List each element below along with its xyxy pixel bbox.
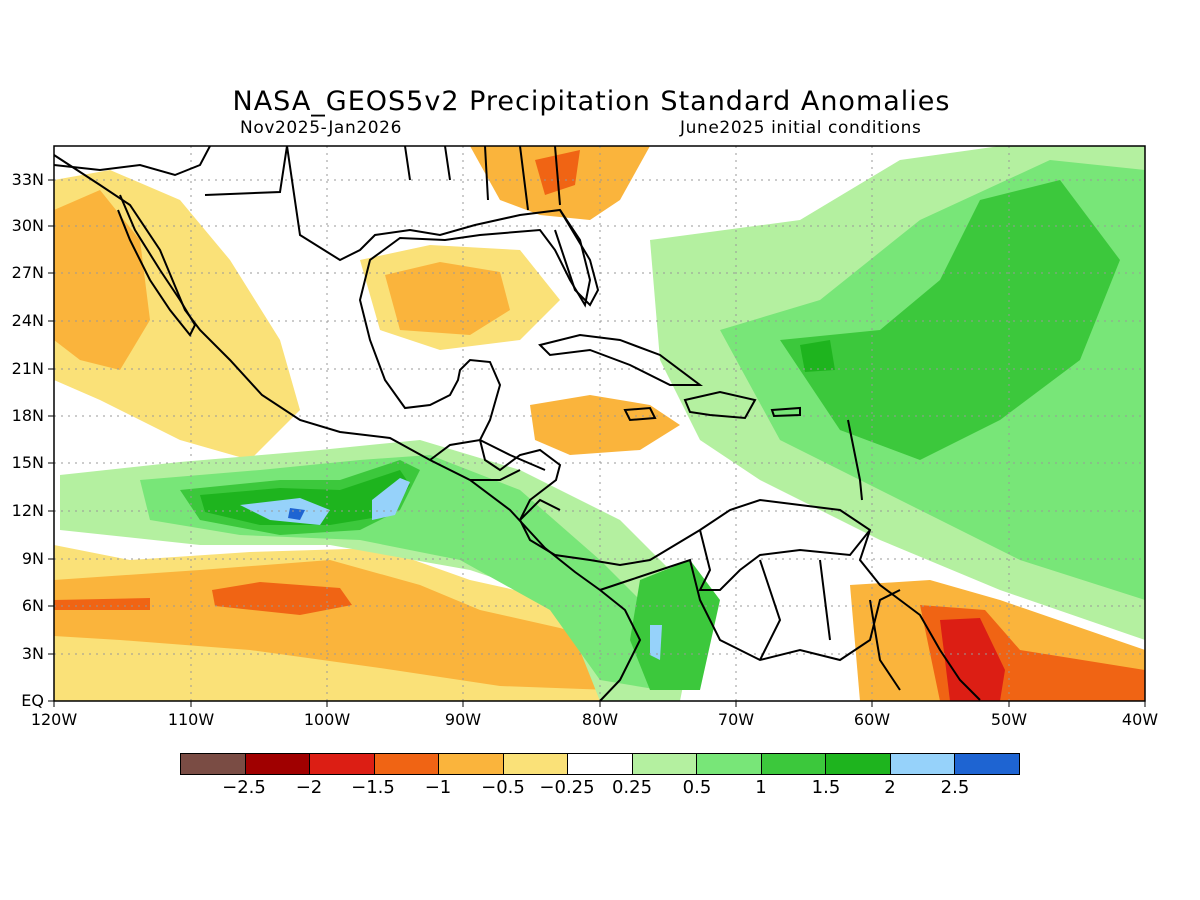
coastline-baja: [117, 194, 197, 337]
colorbar-label: 0.25: [611, 777, 653, 798]
initial-conditions: June2025 initial conditions: [680, 118, 922, 138]
colorbar-label: −0.25: [539, 777, 595, 798]
coastline-cuba: [538, 333, 703, 386]
lon-label: 80W: [581, 710, 619, 729]
coastline-florida: [554, 209, 600, 307]
colorbar-swatch: [181, 754, 246, 774]
coastline-mexico-pacific: [54, 154, 642, 701]
colorbar-swatch: [826, 754, 891, 774]
colorbar-label: −1.5: [351, 777, 395, 798]
dry-region-equatorial-pacific-strong: [54, 598, 150, 610]
colorbar-label: −2: [295, 777, 323, 798]
anomaly-field: [54, 146, 1145, 701]
colorbar-label: −1: [424, 777, 452, 798]
lat-label: 30N: [11, 216, 44, 235]
colorbar-swatch: [245, 754, 311, 774]
dry-region-caribbean: [530, 395, 680, 455]
border-us-mexico: [54, 146, 561, 211]
coastline-venezuela: [698, 529, 871, 591]
coastline-puerto-rico: [770, 406, 801, 418]
dry-region-baja-core: [54, 190, 150, 370]
colorbar-label: −0.5: [481, 777, 525, 798]
colorbar-label: 2.5: [940, 777, 970, 798]
lon-label: 110W: [167, 710, 215, 729]
colorbar-swatch: [761, 754, 827, 774]
lat-label: 21N: [11, 359, 44, 378]
dry-region-gulf-core: [385, 262, 510, 335]
coastline-hispaniola: [683, 390, 757, 420]
colorbar-swatch: [697, 754, 762, 774]
colorbar-swatch: [955, 754, 1019, 774]
lat-label: 6N: [21, 596, 44, 615]
colorbar-label: −2.5: [222, 777, 266, 798]
wet-region-colombia-extreme: [650, 625, 662, 660]
map-title: NASA_GEOS5v2 Precipitation Standard Anom…: [232, 86, 951, 117]
tick-marks: [48, 179, 1146, 707]
colorbar-swatch: [632, 754, 698, 774]
coastline-jamaica: [623, 406, 657, 422]
lat-label: 15N: [11, 453, 44, 472]
colorbar-label: 0.5: [682, 777, 712, 798]
colorbar-label: 1.5: [811, 777, 841, 798]
lon-label: 90W: [444, 710, 482, 729]
colorbar-swatch: [310, 754, 375, 774]
lon-label: 50W: [990, 710, 1028, 729]
wet-region-itcz-extreme-east: [372, 478, 410, 520]
dry-region-guianas-core: [940, 618, 1005, 701]
colorbar-swatch: [439, 754, 504, 774]
lon-label: 70W: [717, 710, 755, 729]
wet-region-atlantic-strong: [780, 180, 1120, 460]
colorbar-swatch: [568, 754, 633, 774]
colorbar-label: 1: [755, 777, 767, 798]
coastlines: [54, 146, 981, 701]
colorbar-swatch: [374, 754, 440, 774]
lon-label: 100W: [303, 710, 351, 729]
lon-label: 40W: [1121, 710, 1159, 729]
border-central-america: [429, 438, 901, 691]
lat-label: 12N: [11, 501, 44, 520]
lat-label: EQ: [21, 691, 44, 710]
colorbar-label: 2: [884, 777, 896, 798]
coastline-lesser-antilles: [847, 419, 863, 501]
forecast-period: Nov2025-Jan2026: [240, 118, 402, 138]
lat-label: 33N: [11, 170, 44, 189]
colorbar-swatch: [890, 754, 956, 774]
colorbar-swatch: [503, 754, 569, 774]
colorbar: [180, 753, 1020, 775]
lat-label: 9N: [21, 549, 44, 568]
wet-region-atlantic-core: [800, 340, 835, 372]
lat-label: 27N: [11, 263, 44, 282]
lon-label: 120W: [30, 710, 78, 729]
dry-region-pacific-cell: [212, 582, 352, 615]
dry-region-equatorial-pacific-core: [54, 560, 630, 690]
lat-label: 3N: [21, 644, 44, 663]
lat-label: 18N: [11, 406, 44, 425]
coastline-gulf: [286, 146, 981, 701]
lon-label: 60W: [853, 710, 891, 729]
lat-label: 24N: [11, 311, 44, 330]
